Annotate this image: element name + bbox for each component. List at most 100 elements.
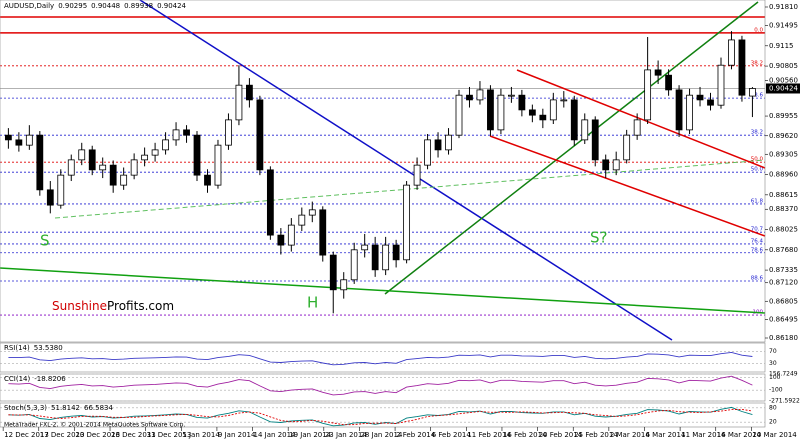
level-label: 88.6: [751, 275, 764, 281]
level-label: 61.8: [751, 198, 764, 204]
watermark-part: Sunshine: [52, 299, 107, 313]
candle-body: [455, 94, 463, 136]
level-label: 50.0: [751, 157, 764, 163]
candle-body: [528, 109, 536, 116]
panel-title: RSI(14) 53.5380: [4, 344, 63, 352]
panel-frame: [0, 373, 766, 402]
candle-body: [204, 174, 211, 186]
candle-body: [298, 214, 306, 226]
y-tick-label: 0.91495: [769, 22, 798, 30]
level-label: 38.2: [751, 60, 763, 66]
y-tick-label: 0.88025: [769, 226, 798, 234]
y-tick-label: 0.86180: [769, 334, 798, 342]
candle-body: [130, 159, 138, 176]
indicator-line: [8, 408, 753, 426]
indicator-value: 66.5834: [84, 404, 113, 412]
candle-body: [172, 129, 180, 141]
y-tick-label: -271.5922: [769, 398, 800, 405]
x-tick-label: 5 Jan 2014: [182, 431, 220, 439]
candle-body: [266, 169, 274, 236]
candle-body: [665, 74, 672, 91]
y-tick-label: 0.89620: [769, 132, 798, 140]
candle-body: [4, 134, 12, 141]
candle-body: [549, 99, 557, 121]
panel-frame: [0, 402, 766, 428]
price-label: 0.90424: [769, 84, 798, 92]
candle-body: [340, 279, 348, 291]
y-tick-label: 0.90560: [769, 76, 798, 84]
candle-body: [67, 159, 75, 176]
candle-body: [413, 164, 421, 186]
candle-body: [319, 209, 327, 256]
x-tick-label: 16 Feb 2014: [503, 431, 547, 439]
y-tick-label: 0.87680: [769, 246, 798, 254]
title: AUDUSD,Daily: [4, 2, 54, 10]
annotation: S?: [590, 229, 607, 247]
candle-body: [644, 69, 652, 121]
candle-body: [25, 134, 33, 146]
candle-body: [738, 39, 746, 96]
y-tick-label: 20: [769, 419, 777, 426]
candle-body: [361, 244, 369, 251]
x-tick-label: 19 Jan 2014: [289, 431, 332, 439]
candle-body: [403, 184, 411, 261]
candle-body: [717, 64, 725, 106]
candle-body: [445, 134, 452, 151]
y-tick-label: 0.86495: [769, 315, 798, 323]
plot: [4, 31, 756, 314]
level-label: 78.6: [751, 247, 764, 253]
x-tick-label: 20 Feb 2014: [539, 431, 583, 439]
level-label: 0.0: [754, 27, 763, 33]
candle-body: [675, 89, 683, 131]
candle-body: [654, 69, 662, 76]
y-tick-label: 80: [769, 404, 777, 411]
x-tick-label: 20 Mar 2014: [752, 431, 797, 439]
candle-body: [277, 234, 285, 246]
panel-title: CCI(14) -18.8206: [4, 375, 66, 383]
candle-body: [466, 94, 473, 101]
candle-body: [591, 119, 599, 161]
level-label: 70.7: [751, 227, 764, 233]
x-tick-label: 25 Feb 2014: [574, 431, 618, 439]
candle-body: [141, 154, 149, 161]
candle-body: [120, 174, 128, 186]
y-tick-label: 0.88615: [769, 191, 798, 199]
candle-body: [287, 224, 295, 246]
chart-title: AUDUSD,Daily 0.90295 0.90448 0.89938 0.90424: [4, 2, 187, 10]
candle-body: [487, 89, 494, 131]
candle-body: [612, 159, 620, 171]
candle-body: [581, 119, 589, 141]
candle-body: [225, 119, 232, 146]
x-tick-label: 12 Dec 2013: [4, 431, 49, 439]
candle-body: [308, 209, 316, 216]
indicator-line: [8, 351, 753, 366]
y-tick-label: 0.88960: [769, 171, 798, 179]
candle-body: [749, 88, 756, 97]
candle-body: [507, 94, 515, 97]
candle-body: [476, 89, 484, 101]
candle-body: [57, 174, 65, 206]
y-tick-label: 0.89955: [769, 112, 798, 120]
candle-body: [88, 149, 96, 171]
candle-body: [329, 254, 337, 291]
candle-body: [151, 149, 159, 156]
candle-body: [256, 99, 264, 171]
trend-line: [139, 0, 673, 341]
indicator-name: RSI(14): [4, 344, 30, 352]
x-tick-label: 2 Mar 2014: [610, 431, 650, 439]
y-tick-label: 0.9115: [769, 42, 794, 50]
x-tick-label: 26 Dec 2013: [111, 431, 156, 439]
x-tick-label: 14 Jan 2014: [254, 431, 297, 439]
ohlc-high: 0.90448: [91, 2, 120, 10]
candle-body: [193, 134, 201, 176]
x-tick-label: 31 Dec 2013: [147, 431, 192, 439]
y-tick-label: 100: [769, 374, 781, 381]
y-tick-label: 156.7249: [769, 371, 798, 378]
candle-body: [99, 164, 107, 171]
y-tick-label: -100: [769, 387, 783, 394]
level-label: 50.0: [751, 167, 764, 173]
candle-body: [623, 134, 631, 161]
ohlc-close: 0.90424: [157, 2, 186, 10]
